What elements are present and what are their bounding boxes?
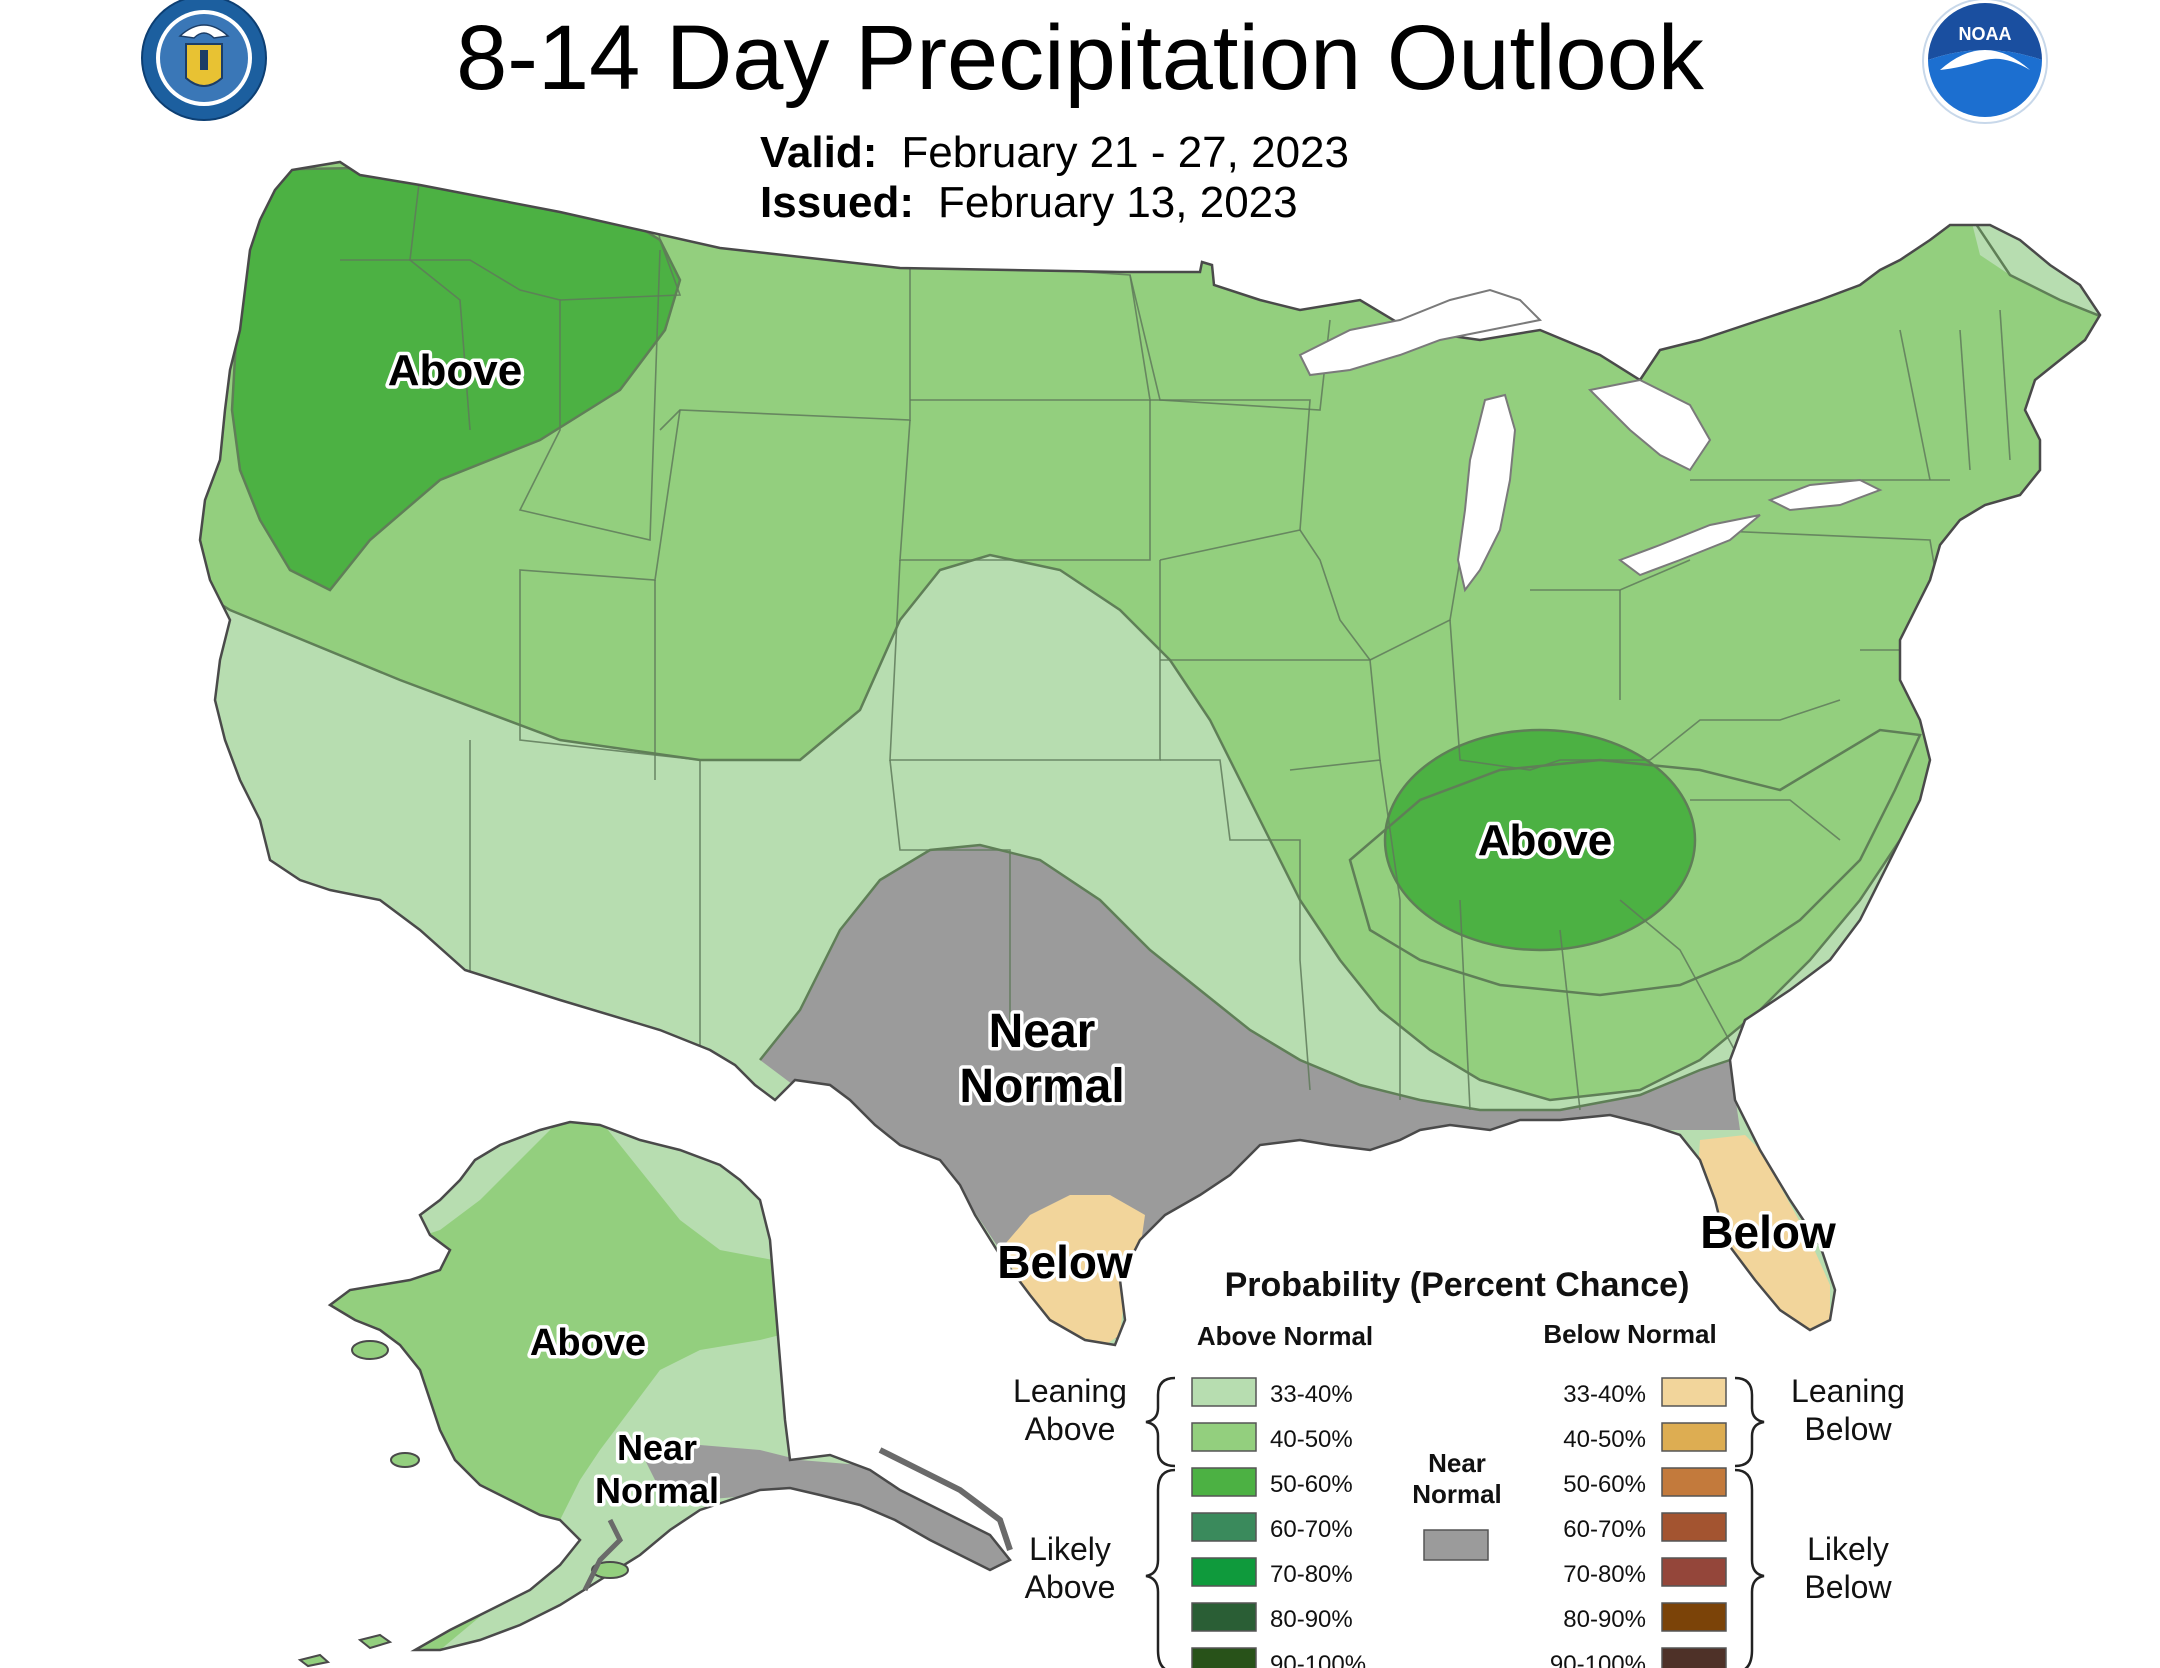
legend-below-label-2: 50-60% xyxy=(1563,1471,1646,1498)
legend-above-swatch-4 xyxy=(1191,1557,1257,1587)
lake-ontario xyxy=(1767,478,1883,512)
state-boundaries xyxy=(340,174,2011,1111)
legend-leaning-below-line1: Leaning xyxy=(1791,1373,1905,1409)
region-near-normal xyxy=(760,845,1740,1340)
alaska-map xyxy=(297,1120,1013,1668)
legend-below-label-5: 80-90% xyxy=(1563,1606,1646,1633)
legend-likely-above-line2: Above xyxy=(1025,1569,1116,1605)
issued-date: Issued: February 13, 2023 xyxy=(760,178,1298,228)
legend-likely-above-line1: Likely xyxy=(1029,1531,1111,1567)
legend-below-label-0: 33-40% xyxy=(1563,1381,1646,1408)
legend-below-swatch-6 xyxy=(1661,1647,1727,1668)
legend-below-swatch-3 xyxy=(1661,1512,1727,1542)
legend-below-swatches: 33-40% 40-50% 50-60% 60-70% 70-80% 80-90% 90-1… xyxy=(1550,1377,1727,1668)
legend-below-swatch-0 xyxy=(1661,1377,1727,1407)
commerce-seal-icon xyxy=(141,0,267,121)
legend-above-swatch-0 xyxy=(1191,1377,1257,1407)
legend-above-label-1: 40-50% xyxy=(1270,1426,1353,1453)
region-pacific-northwest-50-60 xyxy=(232,168,680,590)
label-pacific-northwest: Above xyxy=(388,346,522,395)
valid-value: February 21 - 27, 2023 xyxy=(901,128,1349,177)
legend-braces xyxy=(1145,1376,1765,1668)
alaska-islands xyxy=(297,1340,629,1668)
legend-below-swatch-2 xyxy=(1661,1467,1727,1497)
noaa-logo-icon: NOAA xyxy=(1922,0,2048,124)
legend-above-swatch-6 xyxy=(1191,1647,1257,1668)
alaska-panhandle-coast xyxy=(878,1447,1013,1551)
lake-michigan xyxy=(1456,393,1517,593)
label-alaska-near-line2: Normal xyxy=(595,1470,719,1511)
legend-above-swatch-2 xyxy=(1191,1467,1257,1497)
legend-below-swatch-4 xyxy=(1661,1557,1727,1587)
legend-near-heading-line2: Normal xyxy=(1412,1479,1502,1509)
label-ohio-valley: Above xyxy=(1478,816,1612,865)
legend-below-label-3: 60-70% xyxy=(1563,1516,1646,1543)
legend-title: Probability (Percent Chance) xyxy=(1225,1266,1690,1304)
legend-below-swatch-1 xyxy=(1661,1422,1727,1452)
legend-above-heading: Above Normal xyxy=(1197,1321,1373,1351)
label-texas-below: Below xyxy=(997,1236,1133,1288)
legend-above-swatch-1 xyxy=(1191,1422,1257,1452)
legend-below-swatch-5 xyxy=(1661,1602,1727,1632)
legend-above-label-0: 33-40% xyxy=(1270,1381,1353,1408)
legend-above-label-3: 60-70% xyxy=(1270,1516,1353,1543)
legend-leaning-above-line2: Above xyxy=(1025,1411,1116,1447)
label-alaska-above: Above xyxy=(530,1322,646,1364)
legend-likely-below-line2: Below xyxy=(1804,1569,1892,1605)
legend-likely-below-line1: Likely xyxy=(1807,1531,1889,1567)
legend-above-label-4: 70-80% xyxy=(1270,1561,1353,1588)
valid-label: Valid: xyxy=(760,128,878,177)
lake-huron xyxy=(1587,378,1712,472)
label-alaska-near-line1: Near xyxy=(617,1427,697,1468)
legend-above-label-6: 90-100% xyxy=(1270,1651,1366,1668)
label-florida-below: Below xyxy=(1700,1206,1836,1258)
lake-erie xyxy=(1617,514,1761,577)
label-near-normal-line2: Normal xyxy=(959,1060,1124,1113)
map-labels: Above Above Near Normal Below Below Abov… xyxy=(384,343,1839,1515)
page-title: 8-14 Day Precipitation Outlook xyxy=(456,7,1704,109)
kodiak-coast xyxy=(582,1518,624,1592)
noaa-logo-text: NOAA xyxy=(1959,24,2012,44)
issued-value: February 13, 2023 xyxy=(938,178,1298,227)
legend-below-label-1: 40-50% xyxy=(1563,1426,1646,1453)
region-florida-below-33-40 xyxy=(1698,1135,1830,1330)
valid-dates: Valid: February 21 - 27, 2023 xyxy=(760,128,1349,178)
legend-above-swatch-3 xyxy=(1191,1512,1257,1542)
legend-above-label-2: 50-60% xyxy=(1270,1471,1353,1498)
legend: Probability (Percent Chance) Above Norma… xyxy=(1013,1266,1905,1668)
legend-leaning-above-line1: Leaning xyxy=(1013,1373,1127,1409)
label-near-normal-line1: Near xyxy=(989,1005,1096,1058)
legend-below-label-4: 70-80% xyxy=(1563,1561,1646,1588)
legend-below-heading: Below Normal xyxy=(1543,1319,1716,1349)
legend-above-swatch-5 xyxy=(1191,1602,1257,1632)
legend-above-label-5: 80-90% xyxy=(1270,1606,1353,1633)
legend-near-normal-swatch xyxy=(1423,1529,1489,1561)
legend-above-swatches: 33-40% 40-50% 50-60% 60-70% 70-80% 80-90% 90-1… xyxy=(1191,1377,1366,1668)
probability-contours xyxy=(200,166,2100,1112)
lake-superior xyxy=(1298,288,1543,377)
great-lakes xyxy=(1298,288,1883,593)
issued-label: Issued: xyxy=(760,178,915,227)
legend-leaning-below-line2: Below xyxy=(1804,1411,1892,1447)
region-texas-below-33-40 xyxy=(1000,1195,1145,1345)
legend-near-heading-line1: Near xyxy=(1428,1448,1486,1478)
alaska-outline xyxy=(327,1120,1012,1652)
legend-below-label-6: 90-100% xyxy=(1550,1651,1646,1668)
